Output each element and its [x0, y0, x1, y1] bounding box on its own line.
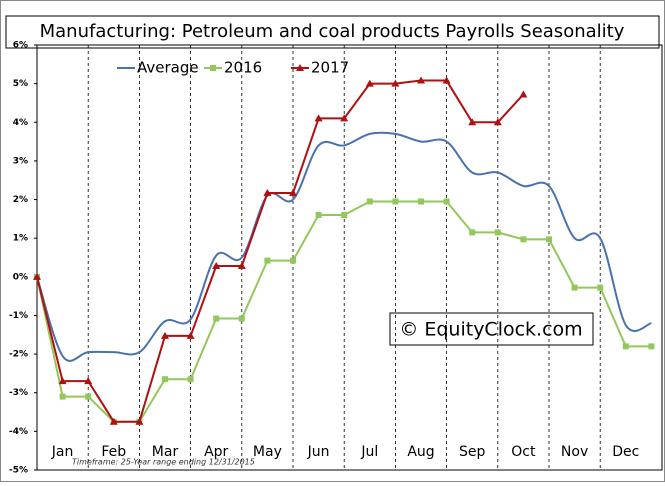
x-tick-label: Jan	[51, 444, 74, 460]
marker	[443, 198, 450, 205]
marker	[264, 257, 271, 264]
x-tick-label: Nov	[561, 444, 588, 460]
marker	[289, 188, 297, 196]
marker	[417, 76, 425, 84]
marker	[58, 377, 67, 385]
title-box	[5, 15, 660, 49]
legend-marker	[296, 64, 304, 71]
marker	[365, 79, 374, 87]
y-tick-label: -1%	[9, 311, 28, 321]
x-tick-label: Jun	[307, 444, 330, 460]
y-tick-label: 0%	[13, 272, 28, 282]
marker	[648, 343, 655, 350]
x-tick-label: Aug	[407, 444, 434, 460]
marker	[366, 198, 373, 205]
marker	[186, 331, 195, 339]
marker	[392, 198, 399, 205]
y-tick-label: 4%	[13, 118, 28, 128]
marker	[290, 257, 296, 264]
x-tick-label: Mar	[152, 444, 179, 460]
marker	[238, 315, 245, 322]
marker	[546, 236, 552, 243]
marker	[263, 188, 272, 196]
y-tick-label: -5%	[9, 466, 28, 476]
y-tick-label: 1%	[13, 234, 28, 244]
y-tick-label: 6%	[13, 41, 28, 51]
marker	[187, 376, 194, 383]
legend-label: 2017	[311, 59, 349, 77]
marker	[519, 90, 528, 98]
marker	[341, 212, 348, 218]
marker	[161, 331, 169, 339]
y-tick-label: 5%	[13, 79, 28, 89]
x-tick-label: Apr	[204, 444, 228, 460]
marker	[520, 236, 527, 243]
marker	[109, 417, 118, 425]
marker	[212, 262, 221, 269]
y-tick-label: -3%	[9, 388, 28, 398]
y-tick-label: -2%	[9, 350, 28, 360]
x-tick-label: Jul	[360, 444, 378, 460]
marker	[622, 343, 629, 350]
watermark: © EquityClock.com	[399, 319, 582, 341]
marker	[442, 76, 451, 84]
marker	[494, 229, 501, 236]
marker	[314, 114, 323, 122]
legend-marker	[210, 65, 216, 71]
marker	[391, 79, 400, 87]
plot-area	[36, 44, 663, 471]
marker	[597, 284, 604, 291]
series-line	[36, 79, 525, 423]
legend-label: 2016	[224, 59, 262, 77]
x-tick-label: May	[253, 444, 282, 460]
x-tick-label: Feb	[101, 444, 126, 460]
x-tick-label: Dec	[612, 444, 639, 460]
marker	[135, 417, 144, 425]
marker	[59, 393, 66, 400]
y-tick-label: 2%	[13, 195, 28, 205]
marker	[418, 198, 424, 205]
chart-title: Manufacturing: Petroleum and coal produc…	[40, 21, 625, 42]
y-tick-label: -4%	[9, 427, 28, 437]
x-tick-label: Sep	[459, 444, 486, 460]
marker	[33, 272, 41, 280]
marker	[340, 114, 349, 122]
watermark-box	[389, 312, 594, 346]
legend-label: Average	[137, 59, 199, 77]
y-tick-label: 3%	[13, 156, 28, 166]
marker	[315, 212, 322, 218]
marker	[469, 229, 476, 236]
marker	[213, 315, 220, 322]
marker	[84, 377, 93, 385]
marker	[162, 376, 168, 383]
marker	[237, 262, 246, 269]
footnote: Timeframe: 25-Year range ending 12/31/20…	[72, 458, 255, 467]
x-tick-label: Oct	[511, 444, 536, 460]
series-line	[36, 131, 652, 362]
marker	[468, 118, 477, 126]
marker	[571, 284, 578, 291]
marker	[493, 118, 502, 126]
marker	[85, 393, 92, 400]
